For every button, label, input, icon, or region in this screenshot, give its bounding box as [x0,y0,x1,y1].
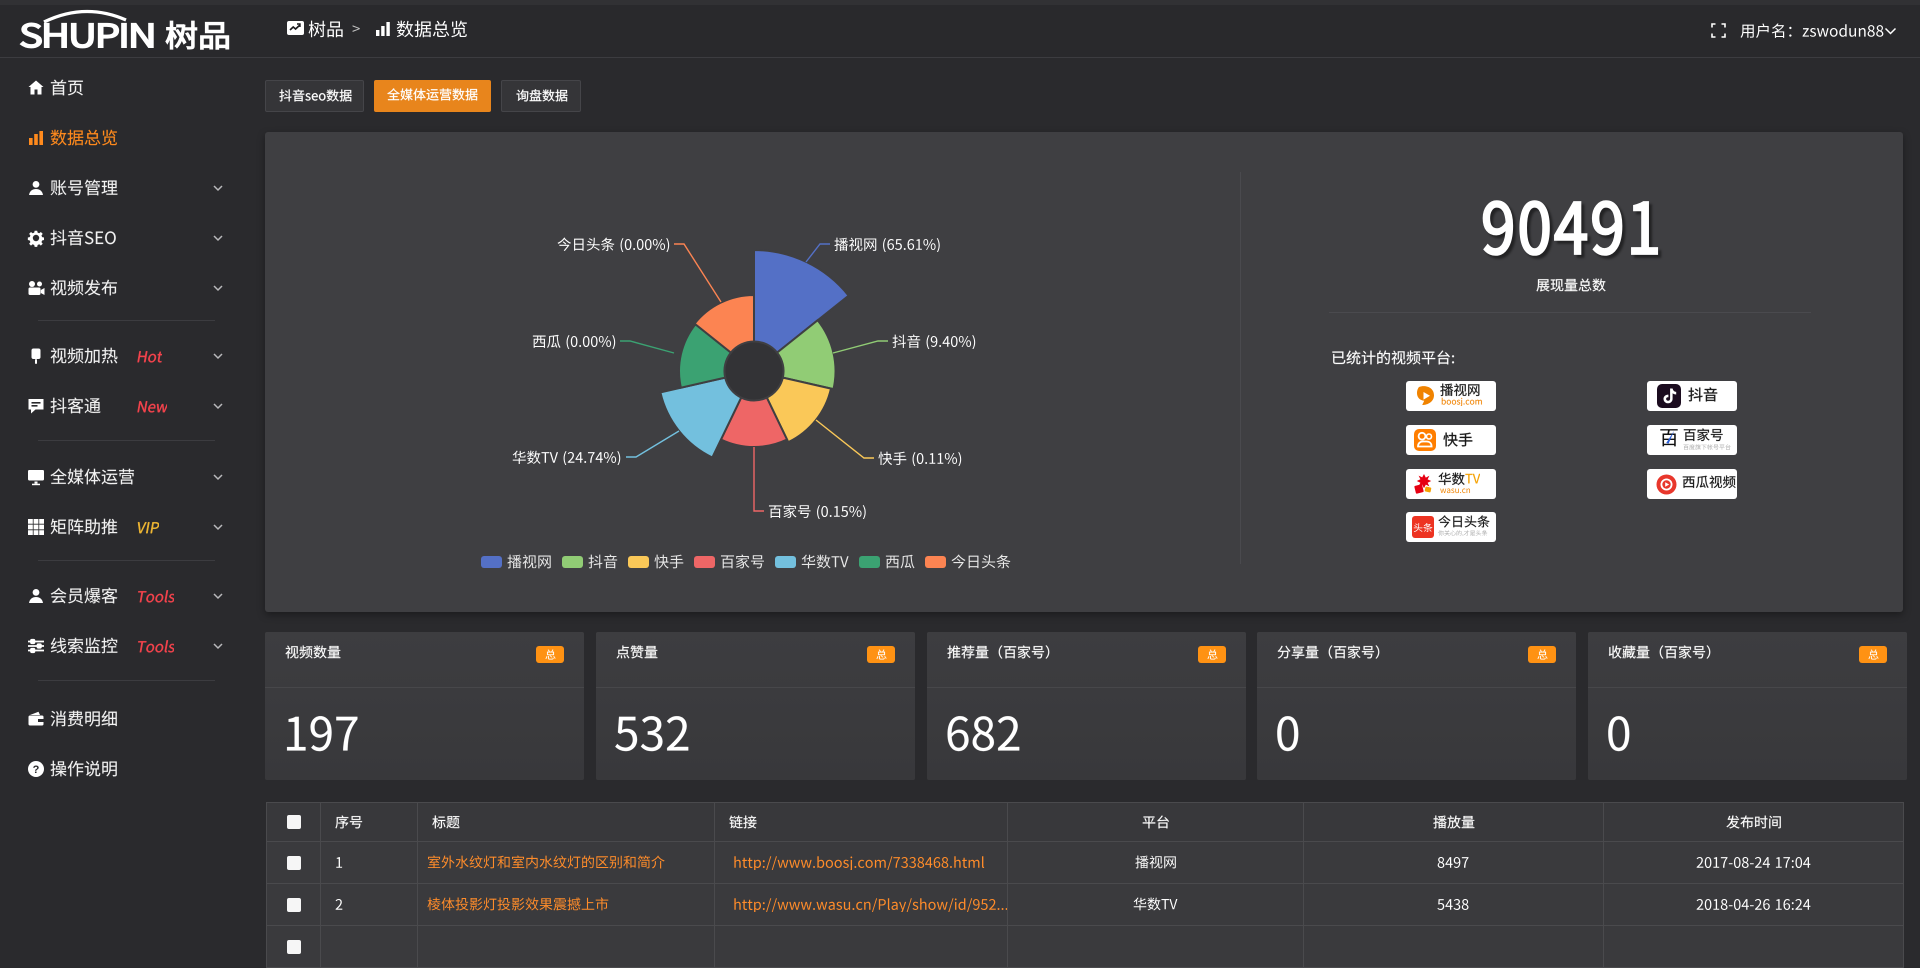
svg-text:?: ? [33,764,40,776]
